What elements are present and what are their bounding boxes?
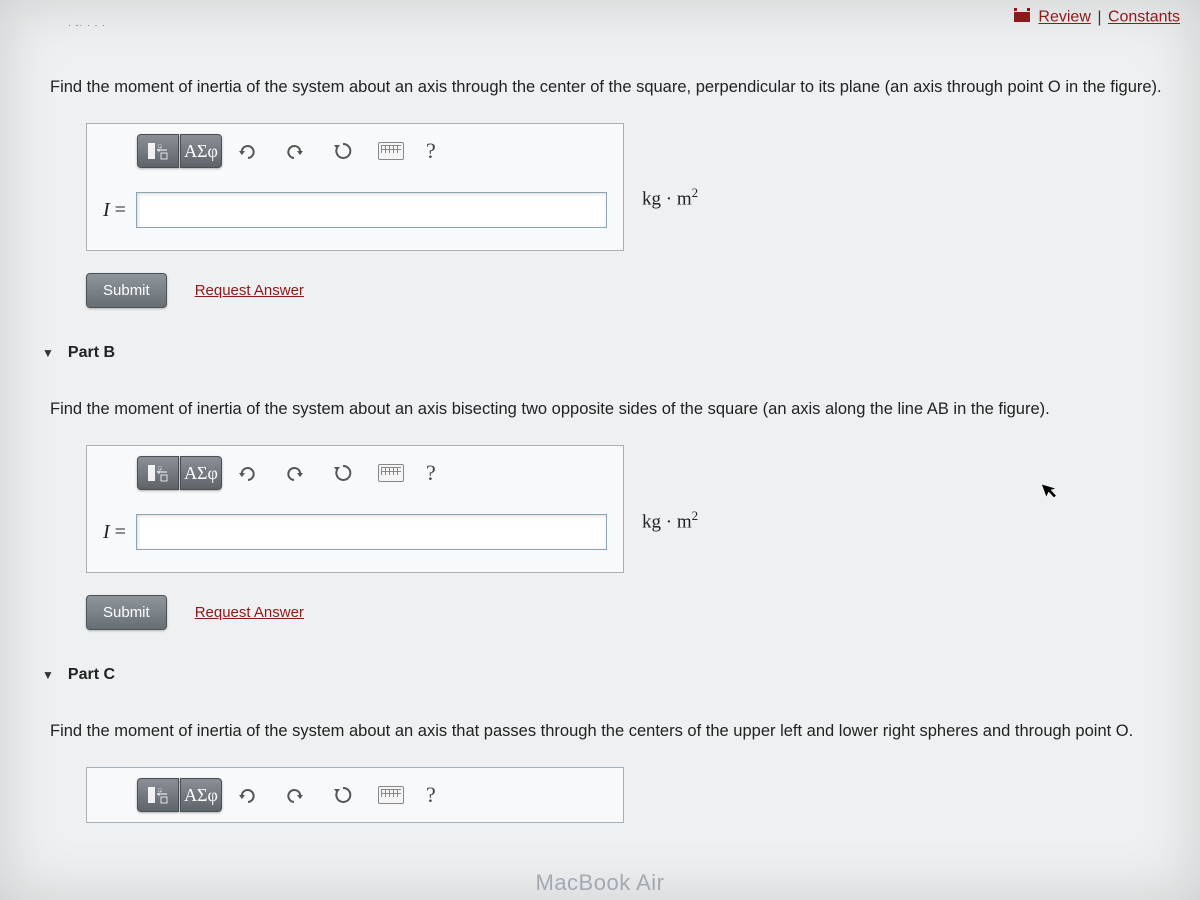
part-b-header[interactable]: ▼ Part B [42, 344, 1170, 362]
macbook-label: MacBook Air [536, 870, 665, 896]
review-link[interactable]: Review [1038, 9, 1090, 26]
keyboard-icon[interactable] [374, 459, 408, 487]
request-answer-link-b[interactable]: Request Answer [195, 604, 304, 621]
reset-icon[interactable] [326, 459, 360, 487]
svg-text:√: √ [157, 146, 161, 154]
svg-text:√: √ [157, 790, 161, 798]
reset-icon[interactable] [326, 137, 360, 165]
submit-button-a[interactable]: Submit [86, 273, 167, 308]
help-icon[interactable]: ? [426, 782, 436, 808]
answer-input-a[interactable] [136, 192, 607, 228]
part-b-title: Part B [68, 344, 115, 362]
toolbar-a: □√ ΑΣφ ? [87, 124, 623, 178]
decorative-dots: · -· · · · [68, 20, 106, 30]
request-answer-link-a[interactable]: Request Answer [195, 282, 304, 299]
redo-icon[interactable] [278, 137, 312, 165]
keyboard-icon[interactable] [374, 781, 408, 809]
help-icon[interactable]: ? [426, 460, 436, 486]
part-b-prompt: Find the moment of inertia of the system… [50, 398, 1170, 421]
part-c-prompt: Find the moment of inertia of the system… [50, 720, 1170, 743]
units-b: kg · m2 [642, 508, 698, 533]
symbols-button[interactable]: ΑΣφ [180, 456, 222, 490]
format-button[interactable]: □√ [137, 134, 179, 168]
undo-icon[interactable] [230, 781, 264, 809]
top-links: Review | Constants [1014, 8, 1180, 27]
answer-input-b[interactable] [136, 514, 607, 550]
help-icon[interactable]: ? [426, 138, 436, 164]
redo-icon[interactable] [278, 459, 312, 487]
answer-box-c: □√ ΑΣφ ? [86, 767, 624, 823]
reset-icon[interactable] [326, 781, 360, 809]
symbols-button[interactable]: ΑΣφ [180, 134, 222, 168]
collapse-caret-icon: ▼ [42, 668, 54, 682]
part-c-header[interactable]: ▼ Part C [42, 666, 1170, 684]
format-button[interactable]: □√ [137, 778, 179, 812]
periodic-table-icon[interactable] [1014, 8, 1030, 27]
answer-box-b: □√ ΑΣφ ? [86, 445, 624, 573]
part-a-prompt: Find the moment of inertia of the system… [50, 76, 1170, 99]
units-a: kg · m2 [642, 185, 698, 210]
undo-icon[interactable] [230, 137, 264, 165]
format-button[interactable]: □√ [137, 456, 179, 490]
variable-label-a: I = [103, 199, 126, 222]
undo-icon[interactable] [230, 459, 264, 487]
toolbar-b: □√ ΑΣφ ? [87, 446, 623, 500]
svg-text:√: √ [157, 468, 161, 476]
part-c-title: Part C [68, 666, 115, 684]
collapse-caret-icon: ▼ [42, 346, 54, 360]
keyboard-icon[interactable] [374, 137, 408, 165]
toolbar-c: □√ ΑΣφ ? [87, 768, 623, 822]
redo-icon[interactable] [278, 781, 312, 809]
link-divider: | [1097, 9, 1101, 26]
answer-box-a: □√ ΑΣφ ? [86, 123, 624, 251]
submit-button-b[interactable]: Submit [86, 595, 167, 630]
constants-link[interactable]: Constants [1108, 9, 1180, 26]
symbols-button[interactable]: ΑΣφ [180, 778, 222, 812]
variable-label-b: I = [103, 521, 126, 544]
